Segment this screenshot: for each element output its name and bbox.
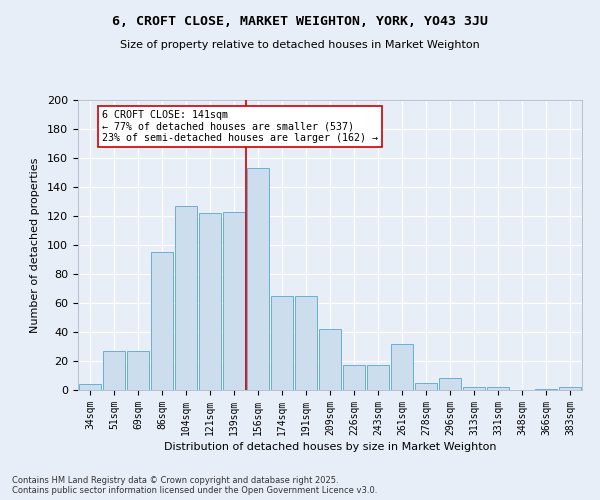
Y-axis label: Number of detached properties: Number of detached properties xyxy=(30,158,40,332)
Bar xyxy=(463,387,485,390)
Bar xyxy=(367,366,389,390)
Bar xyxy=(271,296,293,390)
Bar xyxy=(535,388,557,390)
X-axis label: Distribution of detached houses by size in Market Weighton: Distribution of detached houses by size … xyxy=(164,442,496,452)
Bar xyxy=(223,212,245,390)
Text: 6 CROFT CLOSE: 141sqm
← 77% of detached houses are smaller (537)
23% of semi-det: 6 CROFT CLOSE: 141sqm ← 77% of detached … xyxy=(102,110,378,144)
Text: 6, CROFT CLOSE, MARKET WEIGHTON, YORK, YO43 3JU: 6, CROFT CLOSE, MARKET WEIGHTON, YORK, Y… xyxy=(112,15,488,28)
Bar xyxy=(103,351,125,390)
Bar xyxy=(343,366,365,390)
Bar xyxy=(319,329,341,390)
Text: Contains HM Land Registry data © Crown copyright and database right 2025.
Contai: Contains HM Land Registry data © Crown c… xyxy=(12,476,377,495)
Bar xyxy=(487,387,509,390)
Text: Size of property relative to detached houses in Market Weighton: Size of property relative to detached ho… xyxy=(120,40,480,50)
Bar xyxy=(175,206,197,390)
Bar xyxy=(79,384,101,390)
Bar xyxy=(415,383,437,390)
Bar xyxy=(559,387,581,390)
Bar xyxy=(127,351,149,390)
Bar xyxy=(391,344,413,390)
Bar xyxy=(295,296,317,390)
Bar xyxy=(439,378,461,390)
Bar xyxy=(151,252,173,390)
Bar xyxy=(247,168,269,390)
Bar xyxy=(199,213,221,390)
